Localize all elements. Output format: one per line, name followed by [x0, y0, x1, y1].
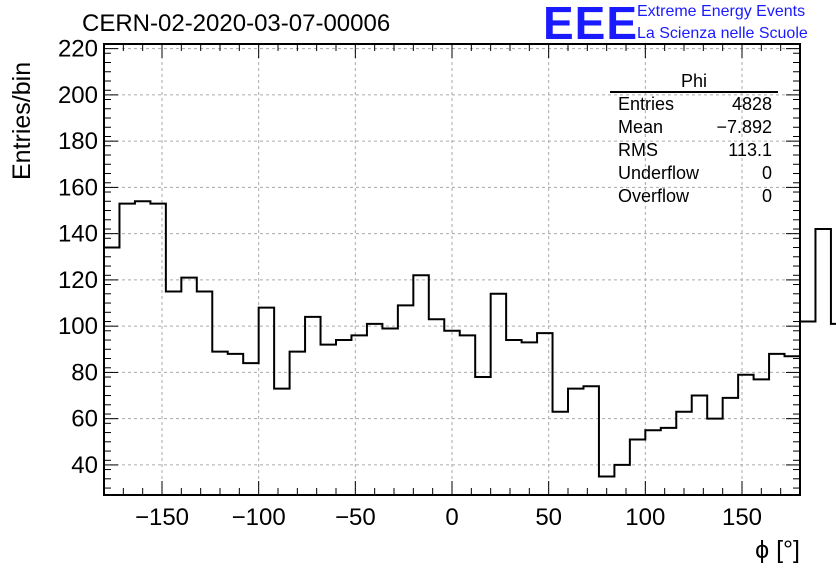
- y-tick-label: 40: [71, 452, 98, 479]
- run-title: CERN-02-2020-03-07-00006: [82, 10, 391, 37]
- logo-caption-line2: La Scienza nelle Scuole: [637, 25, 808, 42]
- x-tick-label: 50: [535, 504, 562, 531]
- stats-label: Overflow: [618, 186, 690, 206]
- y-tick-label: 220: [58, 36, 98, 63]
- histogram-series-phi: [104, 200, 836, 478]
- stats-label: Underflow: [618, 163, 700, 183]
- stats-row-mean: Mean −7.892: [610, 116, 778, 139]
- x-tick-label: 100: [625, 504, 665, 531]
- stats-value: 4828: [731, 94, 772, 114]
- stats-box: Phi Entries 4828 Mean −7.892 RMS 113.1 U…: [610, 71, 778, 208]
- eee-logo: EEE: [543, 0, 639, 49]
- stats-value: 0: [761, 163, 772, 183]
- x-axis-label: ϕ [°]: [755, 536, 800, 564]
- x-tick-label: −150: [135, 504, 189, 531]
- stats-label: Mean: [618, 117, 664, 137]
- stats-row-rms: RMS 113.1: [610, 139, 778, 162]
- x-tick-label: 150: [722, 504, 762, 531]
- x-tick-label: −100: [232, 504, 286, 531]
- x-tick-label: −50: [335, 504, 376, 531]
- y-tick-label: 100: [58, 313, 98, 340]
- stats-row-overflow: Overflow 0: [610, 185, 778, 208]
- y-tick-label: 160: [58, 174, 98, 201]
- stats-value: 113.1: [728, 140, 772, 160]
- stats-row-underflow: Underflow 0: [610, 162, 778, 185]
- stats-label: RMS: [618, 140, 658, 160]
- y-tick-label: 60: [71, 406, 98, 433]
- y-tick-label: 200: [58, 82, 98, 109]
- y-tick-label: 180: [58, 128, 98, 155]
- stats-row-entries: Entries 4828: [610, 93, 778, 116]
- stats-title: Phi: [610, 71, 778, 93]
- x-axis: −150 −100 −50 0 50 100 150: [103, 44, 801, 531]
- y-tick-label: 80: [71, 359, 98, 386]
- y-tick-label: 120: [58, 267, 98, 294]
- y-tick-label: 140: [58, 221, 98, 248]
- x-tick-label: 0: [445, 504, 458, 531]
- logo-caption-line1: Extreme Energy Events: [637, 3, 806, 20]
- stats-value: −7.892: [716, 117, 772, 137]
- y-axis-label: Entries/bin: [8, 62, 36, 180]
- y-axis: 40 60 80 100 120 140 160 180 200 220: [58, 36, 800, 489]
- stats-value: 0: [761, 186, 772, 206]
- stats-label: Entries: [618, 94, 675, 114]
